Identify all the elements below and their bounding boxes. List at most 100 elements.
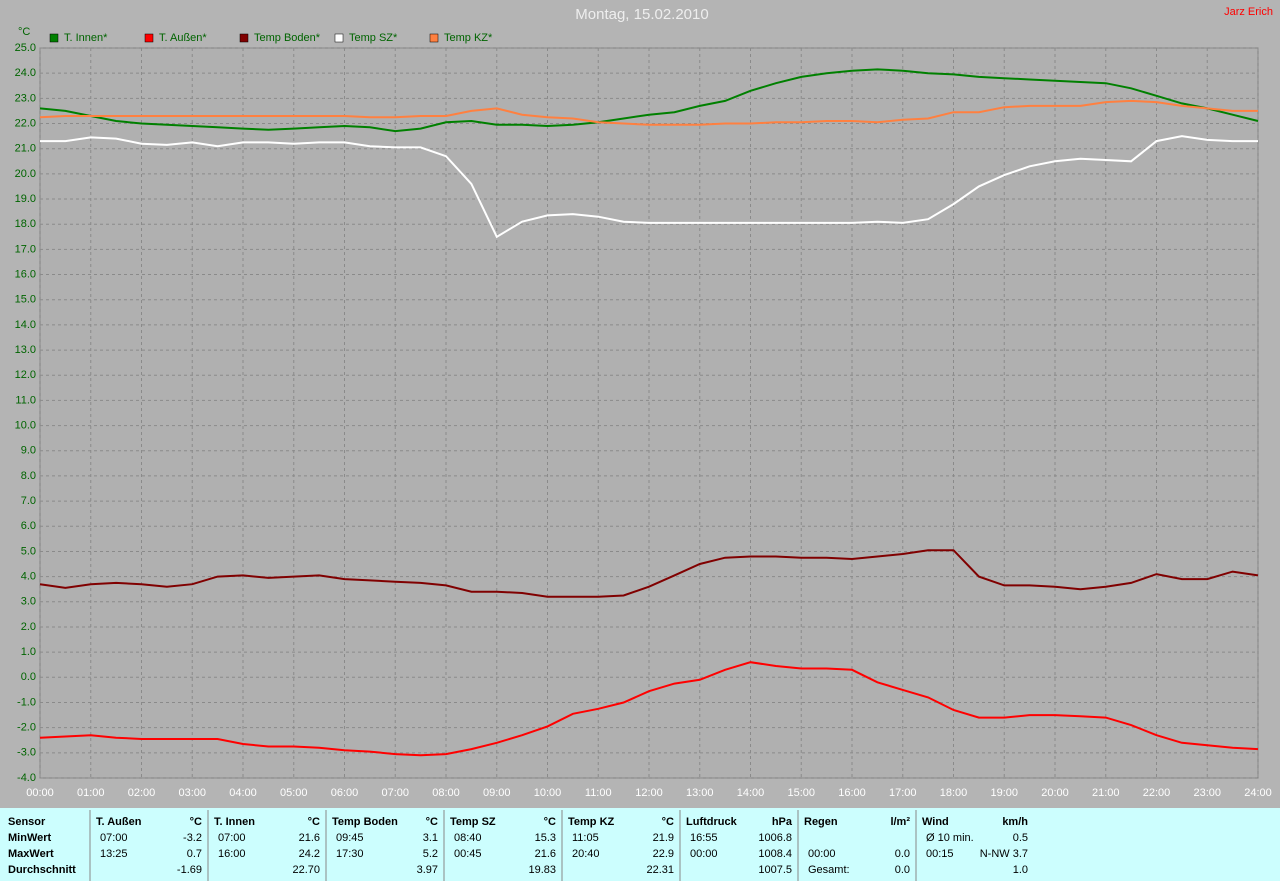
x-tick-label: 17:00 — [889, 787, 917, 799]
cell-value: 22.31 — [646, 864, 674, 876]
y-tick-label: 2.0 — [21, 621, 36, 633]
y-tick-label: 13.0 — [15, 344, 36, 356]
y-tick-label: 19.0 — [15, 193, 36, 205]
x-tick-label: 02:00 — [128, 787, 156, 799]
cell-label: 16:55 — [690, 832, 718, 844]
column-unit: l/m² — [890, 816, 910, 828]
column-title: Temp SZ — [450, 816, 496, 828]
cell-value: 21.6 — [535, 848, 556, 860]
cell-label: Gesamt: — [808, 864, 850, 876]
series-line — [40, 135, 1258, 239]
cell-value: 22.9 — [653, 848, 674, 860]
cell-value: 22.70 — [292, 864, 320, 876]
cell-label: 07:00 — [218, 832, 246, 844]
stats-panel — [0, 808, 1280, 881]
x-tick-label: 08:00 — [432, 787, 460, 799]
cell-label: 11:05 — [572, 832, 599, 844]
y-tick-label: 4.0 — [21, 571, 36, 583]
x-tick-label: 14:00 — [737, 787, 765, 799]
cell-label: 00:45 — [454, 848, 482, 860]
y-tick-label: 24.0 — [15, 67, 36, 79]
cell-value: 1006.8 — [758, 832, 792, 844]
cell-label: 07:00 — [100, 832, 128, 844]
cell-value: -1.69 — [177, 864, 202, 876]
legend-swatch — [429, 33, 439, 43]
column-unit: km/h — [1002, 816, 1028, 828]
x-tick-label: 04:00 — [229, 787, 257, 799]
column-unit: hPa — [772, 816, 793, 828]
column-unit: °C — [426, 816, 438, 828]
cell-label: 00:00 — [690, 848, 718, 860]
series-line — [39, 68, 1259, 133]
x-tick-label: 03:00 — [178, 787, 206, 799]
x-tick-label: 01:00 — [77, 787, 105, 799]
y-axis-label: °C — [18, 26, 30, 38]
cell-value: 5.2 — [423, 848, 438, 860]
cell-value: 0.0 — [895, 848, 910, 860]
cell-value: 0.0 — [895, 864, 910, 876]
cell-value: 3.1 — [423, 832, 438, 844]
y-tick-label: 17.0 — [15, 243, 36, 255]
cell-value: 24.2 — [299, 848, 320, 860]
x-tick-label: 24:00 — [1244, 787, 1272, 799]
cell-value: 0.5 — [1013, 832, 1028, 844]
column-title: Temp Boden — [332, 816, 398, 828]
x-tick-label: 10:00 — [534, 787, 562, 799]
y-tick-label: 18.0 — [15, 218, 36, 230]
row-label: Sensor — [8, 816, 46, 828]
x-tick-label: 18:00 — [940, 787, 968, 799]
x-tick-label: 23:00 — [1193, 787, 1221, 799]
row-label: MinWert — [8, 832, 52, 844]
legend-label: Temp KZ* — [444, 32, 493, 44]
cell-value: 21.6 — [299, 832, 320, 844]
cell-label: 09:45 — [336, 832, 364, 844]
cell-value: -3.2 — [183, 832, 202, 844]
y-tick-label: 1.0 — [21, 646, 36, 658]
y-tick-label: 6.0 — [21, 520, 36, 532]
x-tick-label: 12:00 — [635, 787, 663, 799]
column-title: T. Innen — [214, 816, 255, 828]
cell-value: 1007.5 — [758, 864, 792, 876]
y-tick-label: 8.0 — [21, 470, 36, 482]
legend-swatch — [49, 33, 59, 43]
x-tick-label: 09:00 — [483, 787, 511, 799]
cell-value: 0.7 — [187, 848, 202, 860]
y-tick-label: 3.0 — [21, 596, 36, 608]
x-tick-label: 21:00 — [1092, 787, 1120, 799]
cell-label: 20:40 — [572, 848, 600, 860]
series-line — [39, 549, 1259, 598]
column-title: T. Außen — [96, 816, 142, 828]
cell-label: 17:30 — [336, 848, 364, 860]
cell-label: 00:15 — [926, 848, 954, 860]
y-tick-label: 10.0 — [15, 419, 36, 431]
column-title: Regen — [804, 816, 838, 828]
cell-value: 1008.4 — [758, 848, 792, 860]
column-title: Wind — [922, 816, 949, 828]
cell-value: 15.3 — [535, 832, 556, 844]
y-tick-label: 15.0 — [15, 294, 36, 306]
cell-label: 13:25 — [100, 848, 128, 860]
x-tick-label: 06:00 — [331, 787, 359, 799]
y-tick-label: -2.0 — [17, 722, 36, 734]
row-label: MaxWert — [8, 848, 54, 860]
y-tick-label: 14.0 — [15, 319, 36, 331]
cell-label: 00:00 — [808, 848, 836, 860]
legend-swatch — [334, 33, 344, 43]
x-tick-label: 16:00 — [838, 787, 866, 799]
x-tick-label: 05:00 — [280, 787, 308, 799]
cell-label: 08:40 — [454, 832, 482, 844]
y-tick-label: 21.0 — [15, 143, 36, 155]
cell-value: 1.0 — [1013, 864, 1028, 876]
column-unit: °C — [544, 816, 556, 828]
y-tick-label: 11.0 — [15, 394, 36, 406]
legend-swatch — [144, 33, 154, 43]
y-tick-label: 9.0 — [21, 445, 36, 457]
x-tick-label: 00:00 — [26, 787, 54, 799]
series-line — [39, 661, 1259, 757]
series-line — [39, 99, 1258, 126]
author: Jarz Erich — [1224, 6, 1273, 18]
x-tick-label: 20:00 — [1041, 787, 1069, 799]
y-tick-label: 22.0 — [15, 117, 36, 129]
